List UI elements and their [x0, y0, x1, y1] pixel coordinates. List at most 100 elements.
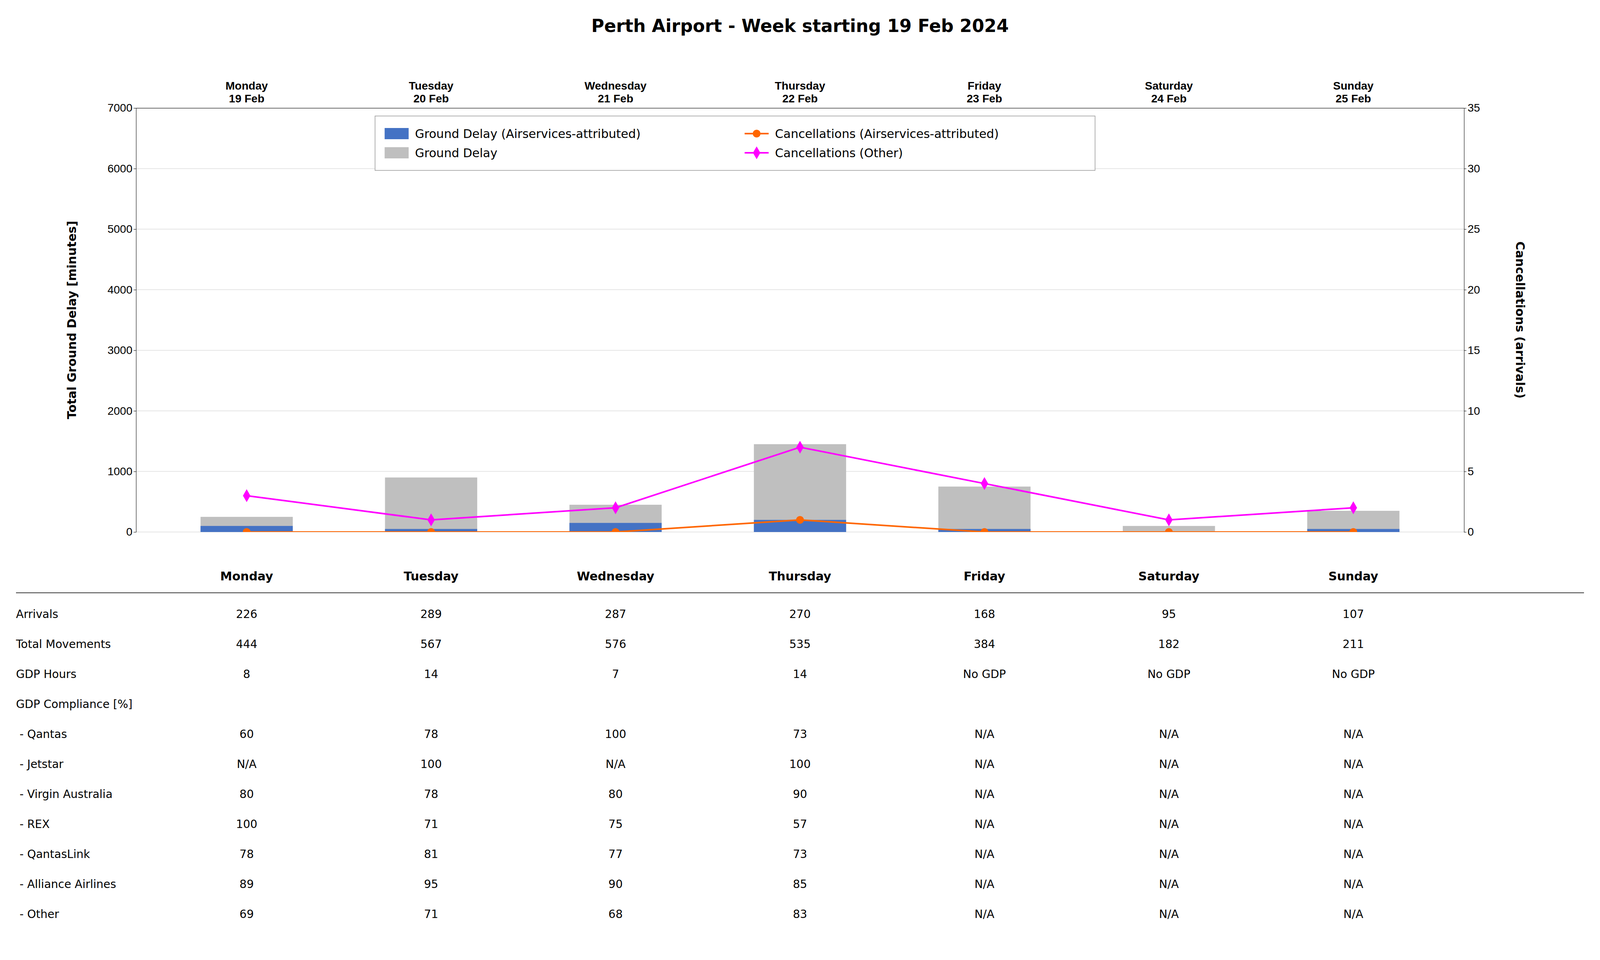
- legend-label: Ground Delay: [415, 146, 498, 160]
- table-cell: 78: [239, 847, 254, 861]
- tick-mark: [133, 532, 136, 533]
- marker: [611, 528, 620, 532]
- table-row-label: - Alliance Airlines: [16, 877, 116, 891]
- marker: [796, 440, 804, 454]
- legend-label: Cancellations (Airservices-attributed): [775, 126, 999, 141]
- table-row-label: Arrivals: [16, 607, 59, 621]
- y-tick: 1000: [107, 465, 136, 478]
- table-cell: 107: [1342, 607, 1364, 621]
- x-tick: Wednesday21 Feb: [584, 79, 647, 105]
- table-header: Saturday: [1138, 569, 1200, 584]
- line-series: [242, 440, 1357, 527]
- tick-label: 20: [1467, 283, 1480, 296]
- marker: [427, 513, 435, 527]
- axis-line: [136, 108, 1465, 109]
- table-cell: N/A: [1343, 847, 1364, 861]
- table-cell: 287: [604, 607, 626, 621]
- legend-item: Ground Delay (Airservices-attributed): [384, 126, 641, 141]
- table-cell: N/A: [1343, 907, 1364, 921]
- table-cell: N/A: [1158, 787, 1179, 801]
- tick-label: Tuesday20 Feb: [408, 79, 454, 105]
- table-cell: N/A: [1343, 727, 1364, 741]
- table-cell: 7: [612, 667, 620, 681]
- tick-label: 25: [1467, 222, 1480, 236]
- tick-mark: [1464, 289, 1467, 290]
- y-tick: 4000: [107, 283, 136, 296]
- tick-label: Saturday24 Feb: [1144, 79, 1193, 105]
- table-cell: 90: [608, 877, 623, 891]
- table-cell: 69: [239, 907, 254, 921]
- legend-item: Ground Delay: [384, 146, 498, 160]
- table-cell: 78: [424, 727, 439, 741]
- table-row-label: Total Movements: [15, 637, 111, 651]
- bar: [938, 486, 1031, 532]
- chart: Perth Airport - Week starting 19 Feb 202…: [0, 0, 1600, 960]
- y2-axis: 05101520253035: [1464, 101, 1480, 538]
- y2-tick: 10: [1464, 404, 1480, 418]
- tick-label: 7000: [107, 101, 133, 114]
- table-cell: N/A: [974, 847, 995, 861]
- table-cell: 384: [973, 637, 995, 651]
- table-cell: N/A: [1343, 757, 1364, 771]
- y-tick: 5000: [107, 222, 136, 236]
- table-cell: 95: [1161, 607, 1176, 621]
- tick-label: 6000: [107, 162, 133, 175]
- table-cell: N/A: [974, 757, 995, 771]
- y2-axis-title: Cancellations (arrivals): [1513, 241, 1528, 399]
- table-row-label: GDP Compliance [%]: [16, 697, 133, 711]
- tick-mark: [133, 471, 136, 472]
- tick-label: 5: [1467, 465, 1474, 478]
- table-row-label: - Jetstar: [16, 757, 64, 771]
- table-cell: 68: [608, 907, 623, 921]
- tick-mark: [1464, 108, 1467, 109]
- marker: [1349, 528, 1358, 532]
- legend-swatch: [752, 146, 761, 160]
- table-cell: N/A: [1343, 787, 1364, 801]
- marker: [1349, 501, 1358, 514]
- y-axis: 01000200030004000500060007000: [107, 101, 137, 538]
- x-tick: Friday23 Feb: [966, 79, 1003, 105]
- table-cell: 95: [424, 877, 439, 891]
- table-cell: 57: [792, 817, 808, 831]
- grid-line: [136, 350, 1464, 351]
- x-tick: Saturday24 Feb: [1144, 79, 1193, 105]
- marker: [796, 516, 804, 524]
- table-cell: N/A: [236, 757, 257, 771]
- table-cell: 14: [792, 667, 808, 681]
- x-tick: Monday19 Feb: [225, 79, 268, 105]
- x-axis: Monday19 Feb Tuesday20 Feb Wednesday21 Feb…: [136, 79, 1465, 109]
- marker: [612, 501, 620, 514]
- y-tick: 6000: [107, 162, 136, 175]
- grid-line: [136, 107, 1464, 109]
- table-cell: N/A: [1158, 757, 1179, 771]
- y-axis-title: Total Ground Delay [minutes]: [64, 220, 79, 420]
- table-header: Thursday: [768, 569, 832, 584]
- table-cell: N/A: [974, 727, 995, 741]
- table-row-label: - QantasLink: [16, 847, 91, 861]
- tick-label: 0: [1467, 525, 1474, 538]
- table-cell: 226: [236, 607, 258, 621]
- table: MondayTuesdayWednesdayThursdayFridaySatu…: [15, 569, 1584, 921]
- table-cell: N/A: [974, 787, 995, 801]
- table-cell: 80: [239, 787, 254, 801]
- table-cell: N/A: [1158, 817, 1179, 831]
- tick-label: 15: [1467, 344, 1480, 357]
- bar: [385, 477, 478, 532]
- tick-mark: [1464, 168, 1467, 169]
- table-cell: 75: [608, 817, 623, 831]
- table-cell: N/A: [974, 877, 995, 891]
- marker: [242, 489, 251, 502]
- y-tick: 0: [126, 525, 136, 538]
- tick-label: Wednesday21 Feb: [584, 79, 647, 105]
- table-cell: 60: [239, 727, 254, 741]
- tick-label: Thursday22 Feb: [774, 79, 826, 105]
- tick-label: 4000: [107, 283, 133, 296]
- tick-label: 0: [126, 525, 133, 538]
- table-cell: 8: [243, 667, 251, 681]
- table-cell: N/A: [1158, 907, 1179, 921]
- grid-line: [136, 228, 1464, 230]
- legend-label: Ground Delay (Airservices-attributed): [415, 126, 641, 141]
- tick-label: 35: [1467, 101, 1480, 114]
- table-cell: 270: [789, 607, 811, 621]
- tick-mark: [1464, 532, 1467, 533]
